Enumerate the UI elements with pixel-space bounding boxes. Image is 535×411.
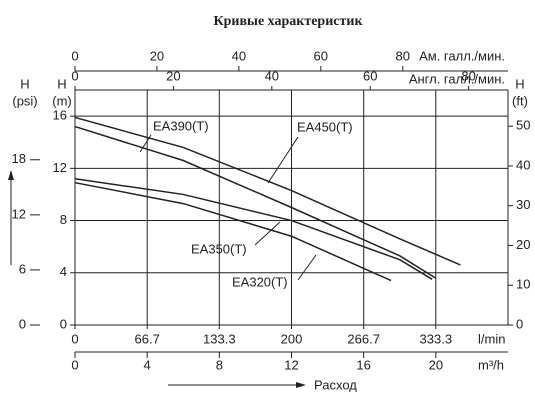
y-tick-label: 20 bbox=[516, 237, 530, 252]
x-tick-label: 40 bbox=[265, 68, 279, 83]
x-label: l/min bbox=[478, 331, 505, 346]
y-label: (m) bbox=[52, 93, 72, 108]
series-label: EA450(T) bbox=[297, 119, 353, 134]
y-label: H bbox=[57, 76, 66, 91]
series-line bbox=[74, 181, 392, 282]
y-tick-label: 40 bbox=[516, 157, 530, 172]
series-label: EA320(T) bbox=[232, 274, 288, 289]
x-tick-label: 0 bbox=[71, 357, 78, 372]
y-label: (psi) bbox=[12, 93, 37, 108]
x-tick-label: 60 bbox=[314, 48, 328, 63]
x-tick-label: 80 bbox=[395, 48, 409, 63]
x-tick-label: 4 bbox=[144, 357, 151, 372]
y-tick-label: 0 bbox=[19, 316, 26, 331]
y-label: (ft) bbox=[512, 93, 528, 108]
x-tick-label: 12 bbox=[284, 357, 298, 372]
y-tick-label: 0 bbox=[60, 316, 67, 331]
chart-title: Кривые характеристик bbox=[213, 14, 363, 29]
series-line bbox=[74, 178, 433, 280]
x-label: Ам. галл./мин. bbox=[419, 48, 505, 63]
series-line bbox=[74, 125, 436, 279]
x-tick-label: 80 bbox=[461, 68, 475, 83]
y-tick-label: 16 bbox=[53, 108, 67, 123]
y-tick-label: 8 bbox=[60, 212, 67, 227]
y-tick-label: 50 bbox=[516, 118, 530, 133]
x-tick-label: 8 bbox=[216, 357, 223, 372]
series-line bbox=[74, 116, 461, 266]
x-label: Англ. галл./мин. bbox=[409, 71, 505, 86]
x-tick-label: 0 bbox=[71, 68, 78, 83]
y-tick-label: 4 bbox=[60, 264, 67, 279]
x-tick-label: 0 bbox=[71, 331, 78, 346]
series-label: EA350(T) bbox=[191, 241, 247, 256]
x-title: Расход bbox=[314, 377, 357, 392]
y-label: H bbox=[20, 76, 29, 91]
leader-line bbox=[139, 134, 152, 153]
x-tick-label: 66.7 bbox=[135, 331, 160, 346]
y-tick-label: 0 bbox=[516, 316, 523, 331]
y-tick-label: 18 bbox=[12, 151, 26, 166]
leader-line bbox=[254, 221, 281, 246]
x-tick-label: 20 bbox=[429, 357, 443, 372]
x-tick-label: 20 bbox=[166, 68, 180, 83]
x-arrow-head bbox=[296, 382, 306, 388]
x-tick-label: 0 bbox=[71, 48, 78, 63]
y-tick-label: 6 bbox=[19, 261, 26, 276]
x-tick-label: 266.7 bbox=[347, 331, 380, 346]
x-tick-label: 20 bbox=[150, 48, 164, 63]
x-tick-label: 200 bbox=[281, 331, 303, 346]
series-label: EA390(T) bbox=[153, 118, 209, 133]
x-tick-label: 40 bbox=[232, 48, 246, 63]
x-tick-label: 133.3 bbox=[203, 331, 236, 346]
y-tick-label: 30 bbox=[516, 197, 530, 212]
y-label: H bbox=[515, 76, 524, 91]
y-arrow-head bbox=[8, 170, 14, 180]
y-tick-label: 12 bbox=[12, 206, 26, 221]
x-tick-label: 333.3 bbox=[420, 331, 453, 346]
leader-line bbox=[297, 254, 317, 281]
x-tick-label: 16 bbox=[356, 357, 370, 372]
x-label: m³/h bbox=[478, 357, 504, 372]
x-tick-label: 60 bbox=[363, 68, 377, 83]
y-tick-label: 10 bbox=[516, 277, 530, 292]
leader-line bbox=[267, 136, 299, 184]
y-tick-label: 12 bbox=[53, 160, 67, 175]
